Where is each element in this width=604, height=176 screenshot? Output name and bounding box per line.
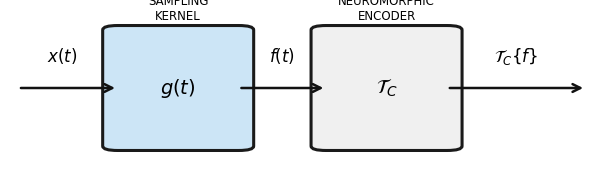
FancyBboxPatch shape <box>311 26 462 150</box>
Text: $x(t)$: $x(t)$ <box>47 46 77 66</box>
Text: $f(t)$: $f(t)$ <box>269 46 295 66</box>
Text: $\mathcal{T}_C\{f\}$: $\mathcal{T}_C\{f\}$ <box>494 46 539 67</box>
FancyBboxPatch shape <box>103 26 254 150</box>
Text: SAMPLING
KERNEL: SAMPLING KERNEL <box>148 0 208 23</box>
Text: NEUROMORPHIC
ENCODER: NEUROMORPHIC ENCODER <box>338 0 435 23</box>
Text: $g(t)$: $g(t)$ <box>161 77 196 99</box>
Text: $\mathcal{T}_C$: $\mathcal{T}_C$ <box>376 77 397 99</box>
